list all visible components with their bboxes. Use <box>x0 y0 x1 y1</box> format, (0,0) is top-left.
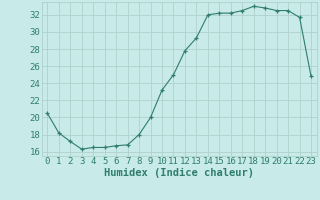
X-axis label: Humidex (Indice chaleur): Humidex (Indice chaleur) <box>104 168 254 178</box>
